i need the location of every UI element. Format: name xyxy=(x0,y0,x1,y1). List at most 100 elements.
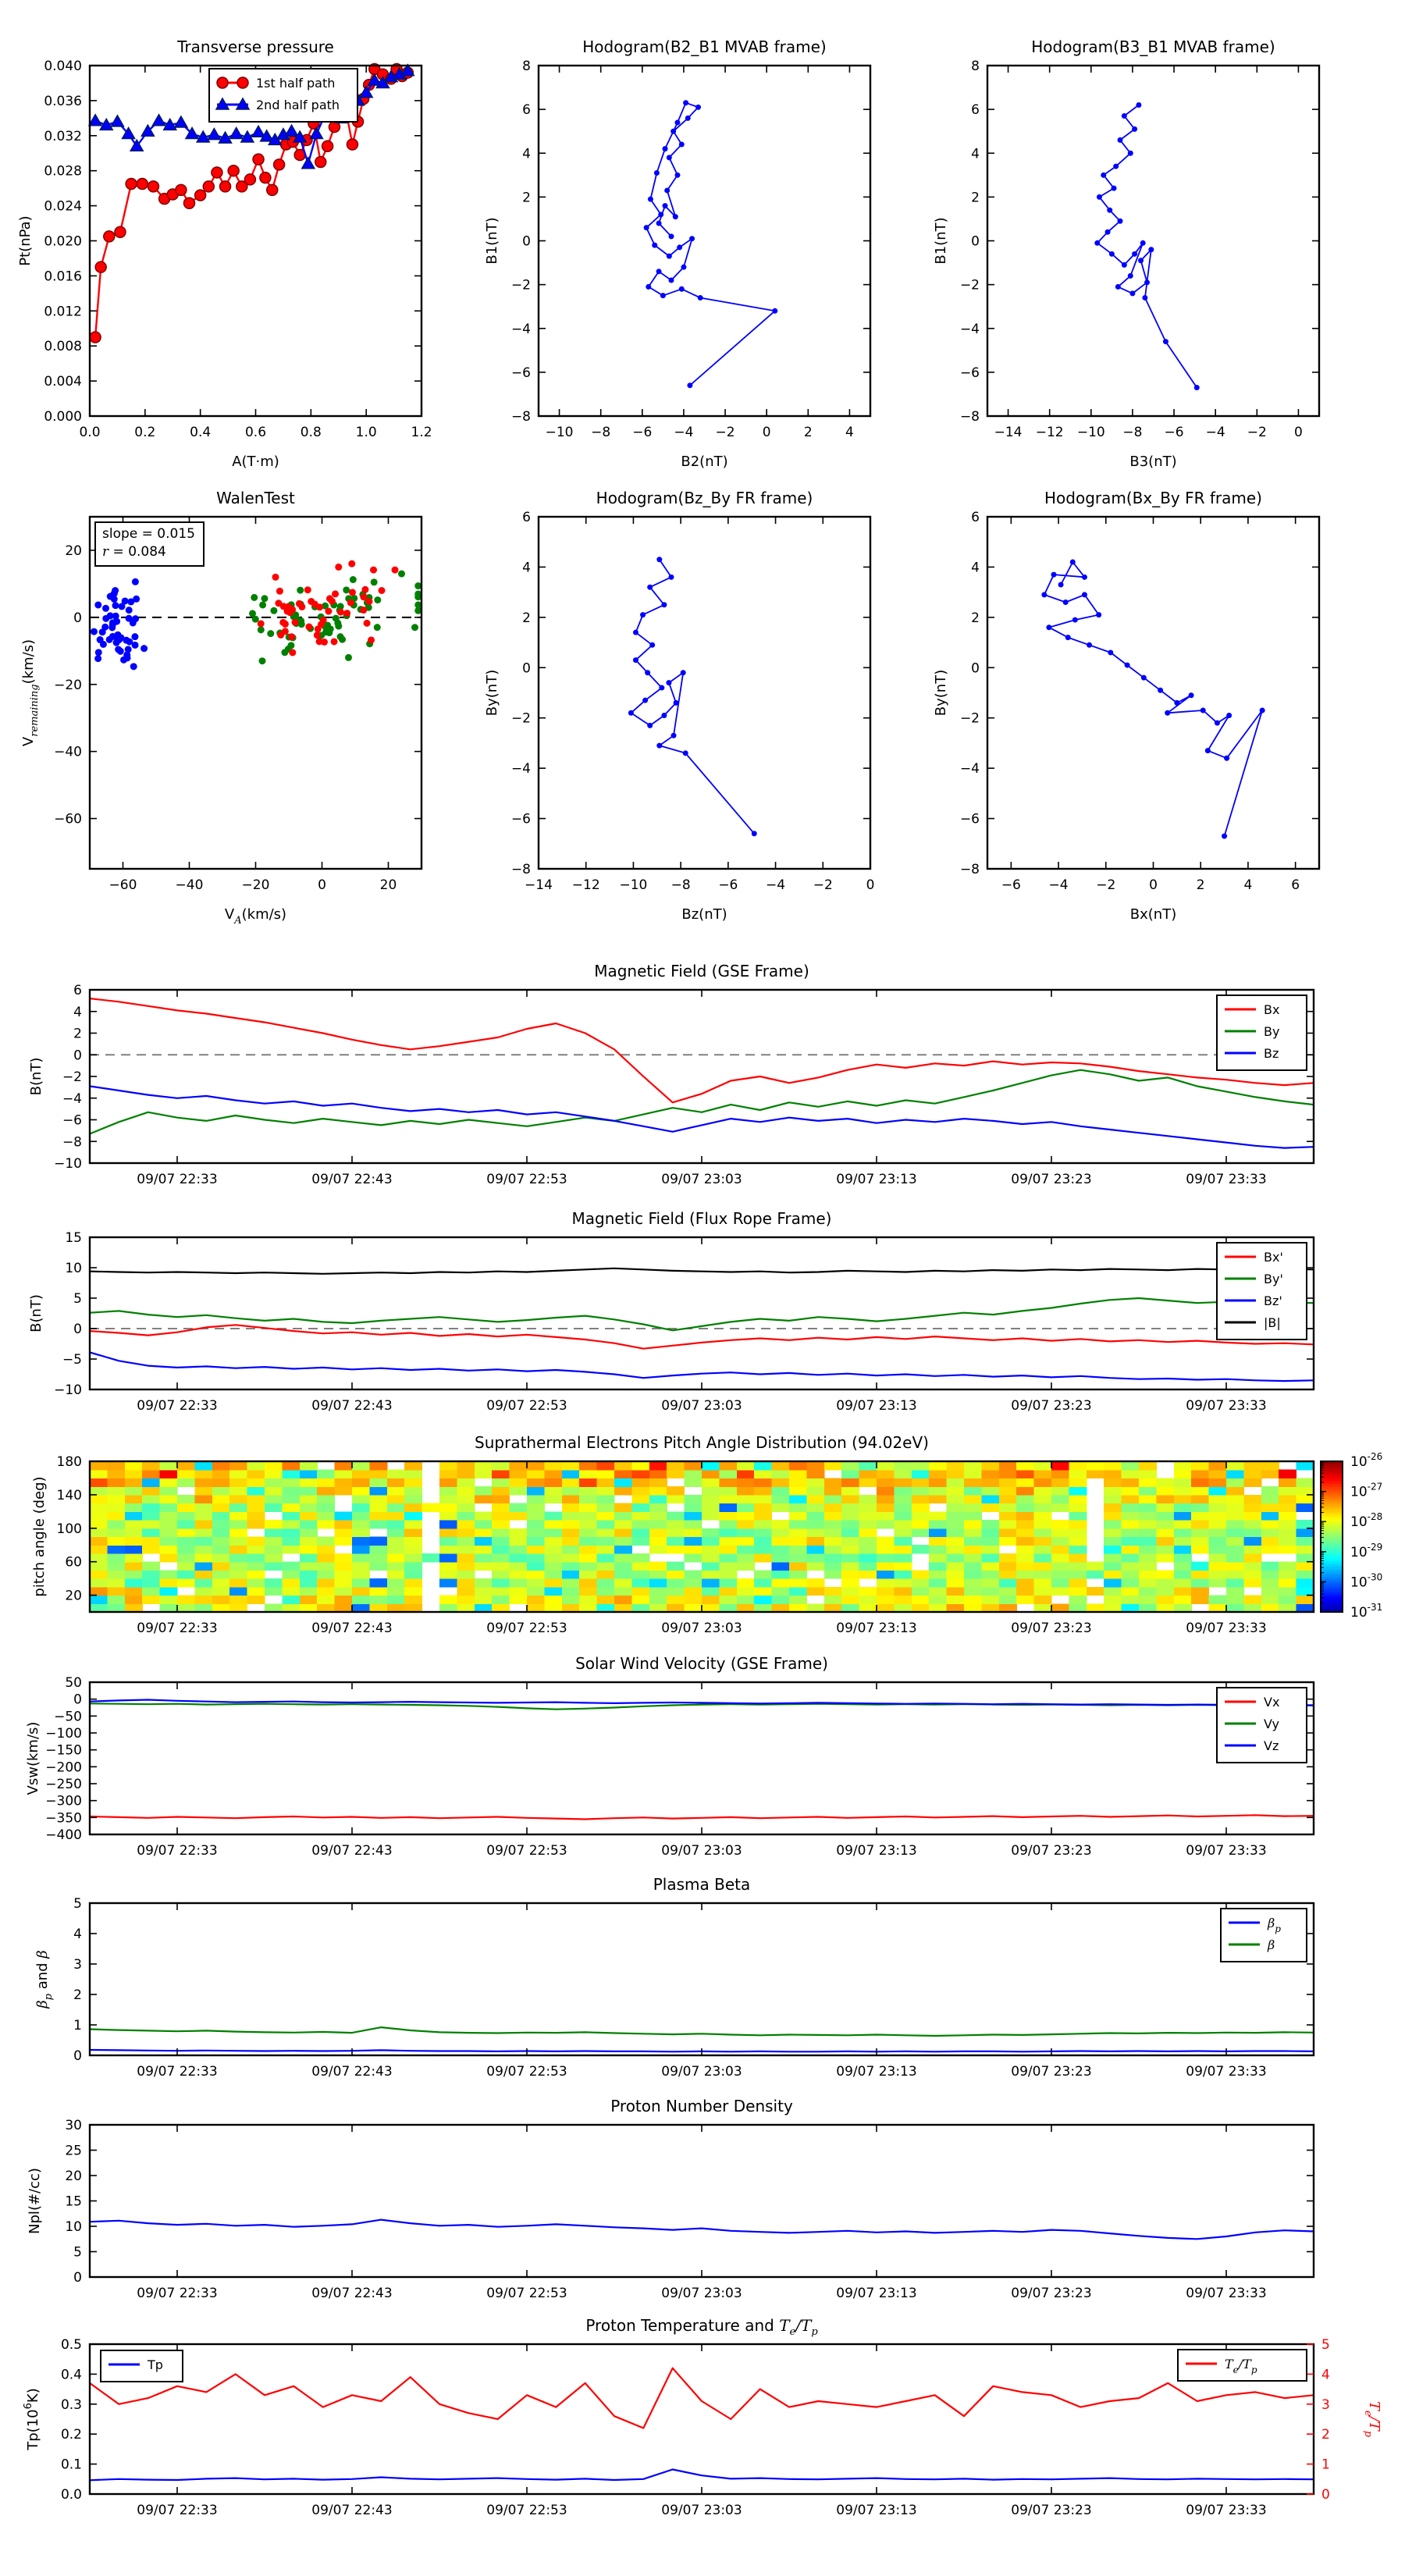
x-axis: 09/07 22:33 09/07 22:43 09/07 22:53 09/07 2… xyxy=(137,1903,1267,2080)
legend-entry-label: Tp xyxy=(147,2357,163,2372)
data-point-dot xyxy=(1096,612,1102,618)
y-axis-label: Tp(106K) xyxy=(23,2388,41,2450)
y-tick-label: −350 xyxy=(45,1810,82,1826)
right-y-tick-label: 2 xyxy=(1321,2427,1330,2443)
series-bz xyxy=(89,1085,1314,1149)
data-point-triangle xyxy=(301,156,316,169)
y-tick-label: −200 xyxy=(45,1759,82,1775)
data-point-dot xyxy=(1259,707,1265,713)
x-axis: 09/07 22:33 09/07 22:43 09/07 22:53 09/07 2… xyxy=(137,2125,1267,2301)
x-axis: 0.0 0.2 0.4 0.6 0.8 1.0 1.2 A(T·m) xyxy=(79,66,432,470)
y-axis: −10 −5 0 5 10 15 B(nT) xyxy=(28,1230,1314,1398)
data-point-circle xyxy=(236,180,248,193)
panel-hodogram-b3b1: −14 −12 −10 −8 −6 −4 −2 0 B3(nT) −8 −6 −4 −2 0 2 4 6 8 B1(… xyxy=(933,59,1321,470)
y-axis: 20 60 100 140 180 pitch angle (deg) xyxy=(31,1454,1314,1604)
y-axis: 0 1 2 3 4 5 βp and β xyxy=(34,1896,1314,2064)
plasma-beta-title: Plasma Beta xyxy=(653,1875,751,1894)
x-tick-label: 2 xyxy=(804,425,813,440)
x-tick-label: 09/07 23:13 xyxy=(836,2064,916,2080)
data-point-dot xyxy=(672,214,678,220)
y-tick-label: 0.040 xyxy=(44,59,82,74)
panel-walen-test: −60 −40 −20 0 20 VA(km/s) 20 0 −20 −40 −60 Vremaini… xyxy=(20,515,423,927)
y-axis-label: B1(nT) xyxy=(933,217,949,264)
data-point-dot xyxy=(660,293,666,299)
data-point-dot xyxy=(697,294,703,301)
y-tick-label: −4 xyxy=(960,322,980,337)
x-tick-label: 4 xyxy=(1244,877,1253,893)
data-point-dot xyxy=(1108,251,1115,257)
data-point-dot xyxy=(1051,571,1057,578)
y-tick-label: 0 xyxy=(971,660,980,676)
series-b2-b1-path xyxy=(643,100,778,389)
y-tick-label: 0 xyxy=(73,1322,82,1337)
x-tick-label: 09/07 22:43 xyxy=(311,1172,392,1187)
proton-temp-title-prefix: Proton Temperature and xyxy=(585,2316,780,2335)
data-point-dot xyxy=(1226,712,1232,718)
data-point-circle xyxy=(125,177,137,190)
data-point-triangle xyxy=(87,113,103,126)
data-point-triangle xyxy=(400,63,415,76)
x-tick-label: 09/07 23:13 xyxy=(836,2286,916,2301)
x-tick-label: 0.4 xyxy=(190,425,211,440)
x-tick-label: 0.2 xyxy=(134,425,155,440)
data-point-circle xyxy=(244,173,257,186)
x-tick-label: −14 xyxy=(525,877,553,893)
data-point-dot xyxy=(683,100,689,106)
data-point-dot xyxy=(1121,113,1127,119)
data-point-dot xyxy=(668,277,674,283)
y-tick-label: 20 xyxy=(65,1589,82,1604)
data-point-dot xyxy=(1127,272,1133,279)
data-point-dot xyxy=(678,286,685,292)
b-fr-title: Magnetic Field (Flux Rope Frame) xyxy=(571,1209,832,1228)
y-tick-label: 4 xyxy=(73,1927,82,1942)
data-point-dot xyxy=(1108,649,1114,656)
proton-density-title: Proton Number Density xyxy=(610,2097,793,2115)
data-point-dot xyxy=(646,283,652,290)
y-tick-label: 5 xyxy=(73,1291,82,1307)
y-axis: −8 −6 −4 −2 0 2 4 6 By(nT) xyxy=(933,510,1319,877)
y-tick-label: −10 xyxy=(54,1382,82,1398)
y-tick-label: −6 xyxy=(960,365,980,381)
y-tick-label: −8 xyxy=(960,862,980,877)
data-point-circle xyxy=(314,155,327,169)
right-y-tick-label: 3 xyxy=(1321,2397,1330,2413)
y-tick-label: 15 xyxy=(65,1230,82,1246)
y-tick-label: 0.008 xyxy=(44,339,82,354)
data-point-dot xyxy=(1081,592,1087,598)
x-axis: −14 −12 −10 −8 −6 −4 −2 0 B3(nT) xyxy=(994,66,1303,470)
y-axis-label: B1(nT) xyxy=(484,217,500,264)
data-point-dot xyxy=(1200,707,1206,713)
x-tick-label: 09/07 22:53 xyxy=(486,1172,567,1187)
right-y-tick-label: 5 xyxy=(1321,2337,1330,2353)
data-point-dot xyxy=(1087,642,1093,648)
x-tick-label: 0.6 xyxy=(245,425,266,440)
y-tick-label: 0 xyxy=(73,610,82,626)
data-point-dot xyxy=(1222,833,1228,839)
x-tick-label: 09/07 23:23 xyxy=(1011,2064,1091,2080)
data-point-dot xyxy=(1144,279,1151,286)
x-tick-label: 09/07 23:33 xyxy=(1186,2286,1266,2301)
x-tick-label: −2 xyxy=(1096,877,1115,893)
x-tick-label: −8 xyxy=(1122,425,1142,440)
y-axis: −8 −6 −4 −2 0 2 4 6 8 B1(nT) xyxy=(484,59,870,425)
data-point-dot xyxy=(647,722,653,728)
data-point-dot xyxy=(1127,150,1133,156)
data-point-dot xyxy=(1124,662,1130,668)
right-y-tick-label: 4 xyxy=(1321,2367,1330,2382)
panel-plasma-beta: 09/07 22:33 09/07 22:43 09/07 22:53 09/07 2… xyxy=(34,1896,1315,2080)
legend-entry-label: Te/Tp xyxy=(1225,2357,1257,2375)
data-point-circle xyxy=(259,171,272,184)
y-tick-label: 0.012 xyxy=(44,304,82,319)
x-tick-label: 09/07 23:33 xyxy=(1186,1172,1266,1187)
x-tick-label: 09/07 22:53 xyxy=(486,1621,567,1636)
y-tick-label: −6 xyxy=(511,365,531,381)
y-tick-label: −20 xyxy=(54,678,82,693)
data-point-dot xyxy=(685,115,691,121)
x-axis-label: B2(nT) xyxy=(681,454,727,470)
y-tick-label: −2 xyxy=(960,278,980,294)
data-point-dot xyxy=(680,670,686,676)
y-tick-label: 0 xyxy=(522,234,531,250)
data-point-triangle xyxy=(375,75,390,89)
series-vx xyxy=(89,1814,1314,1820)
axes-spines xyxy=(88,2343,1315,2496)
